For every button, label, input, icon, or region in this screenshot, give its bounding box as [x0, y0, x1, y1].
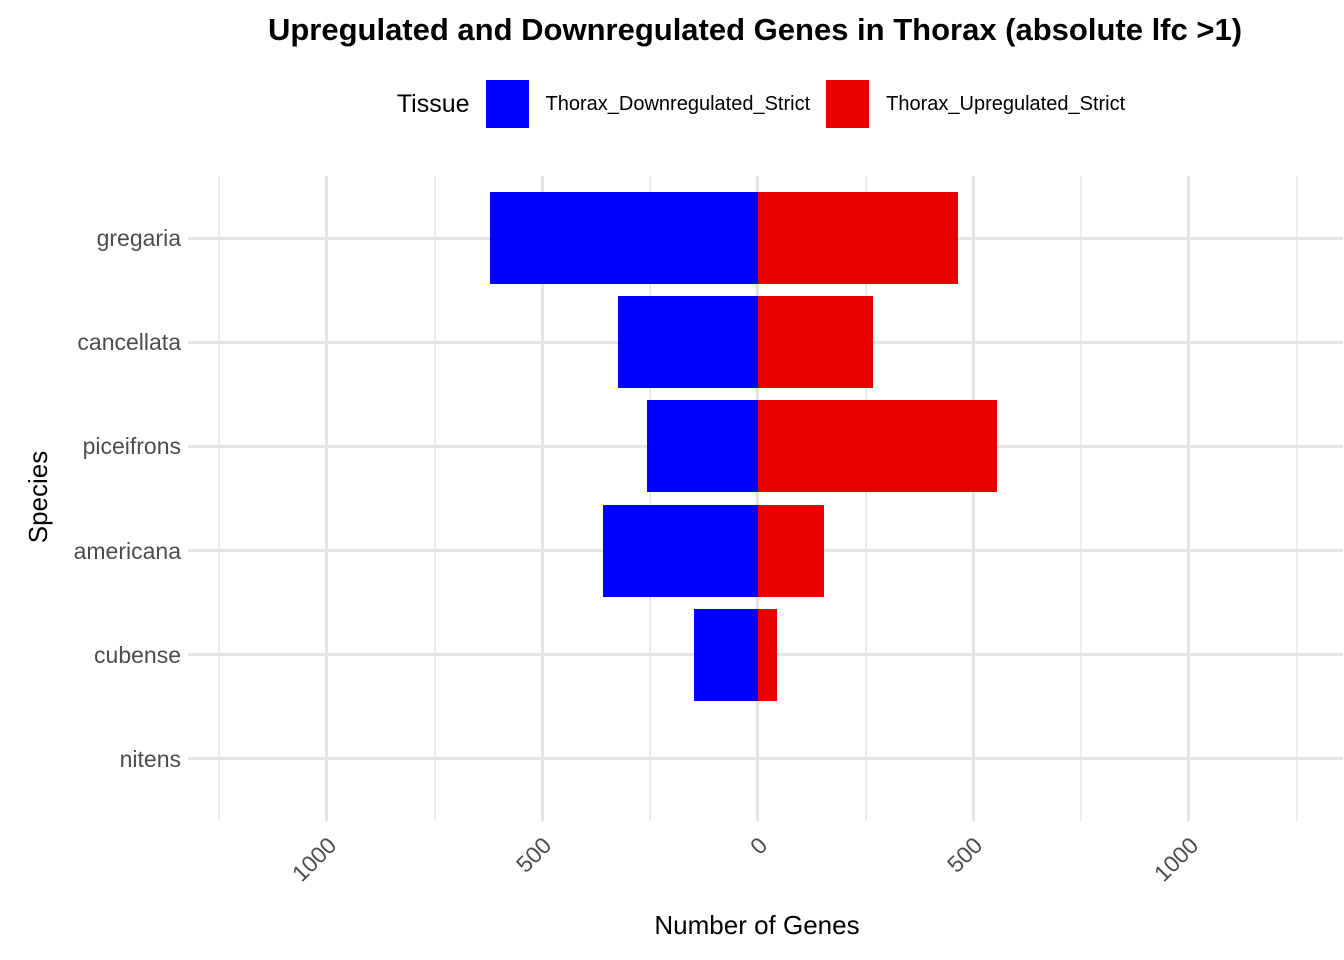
x-axis-tick-label: 1000: [1148, 832, 1204, 887]
gridline-x-minor: [1080, 176, 1083, 821]
bar-downregulated: [489, 192, 758, 285]
y-axis-tick-label: nitens: [119, 745, 181, 772]
bar-downregulated: [693, 608, 758, 701]
bar-upregulated: [757, 504, 824, 597]
gridline-y-major: [188, 757, 1343, 761]
gridline-x-major: [971, 176, 975, 821]
gridline-x-major: [325, 176, 329, 821]
y-axis-tick-label: cubense: [94, 641, 181, 668]
gridline-x-minor: [433, 176, 436, 821]
y-axis-tick-label: cancellata: [77, 329, 181, 356]
x-axis-title: Number of Genes: [654, 910, 860, 940]
legend: Tissue Thorax_Downregulated_Strict Thora…: [178, 78, 1344, 130]
legend-title: Tissue: [396, 89, 470, 118]
x-axis-tick-label: 500: [511, 832, 557, 878]
chart-title: Upregulated and Downregulated Genes in T…: [267, 12, 1243, 47]
legend-swatch-downregulated-icon: [485, 80, 529, 128]
bar-upregulated: [757, 400, 998, 493]
gridline-x-minor: [649, 176, 652, 821]
gridline-x-minor: [1295, 176, 1298, 821]
gridline-x-major: [1187, 176, 1191, 821]
gridline-x-minor: [864, 176, 867, 821]
bar-downregulated: [646, 400, 758, 493]
bar-downregulated: [602, 504, 758, 597]
legend-item-downregulated: Thorax_Downregulated_Strict: [485, 80, 811, 128]
gridline-x-major: [540, 176, 544, 821]
y-axis-tick-label: americana: [73, 537, 181, 564]
y-axis-tick-label: piceifrons: [82, 433, 181, 460]
gridline-x-major: [756, 176, 760, 821]
legend-item-upregulated: Thorax_Upregulated_Strict: [826, 80, 1125, 128]
bar-upregulated: [757, 608, 777, 701]
bar-upregulated: [757, 192, 958, 285]
y-axis-tick-label: gregaria: [96, 225, 181, 252]
legend-label-upregulated: Thorax_Upregulated_Strict: [886, 92, 1126, 115]
legend-label-downregulated: Thorax_Downregulated_Strict: [545, 92, 811, 115]
plot-panel: [188, 176, 1344, 821]
bar-downregulated: [617, 296, 758, 389]
gridline-x-minor: [218, 176, 221, 821]
bar-upregulated: [757, 296, 873, 389]
x-axis-tick-label: 1000: [286, 832, 342, 887]
legend-swatch-upregulated-icon: [826, 80, 870, 128]
